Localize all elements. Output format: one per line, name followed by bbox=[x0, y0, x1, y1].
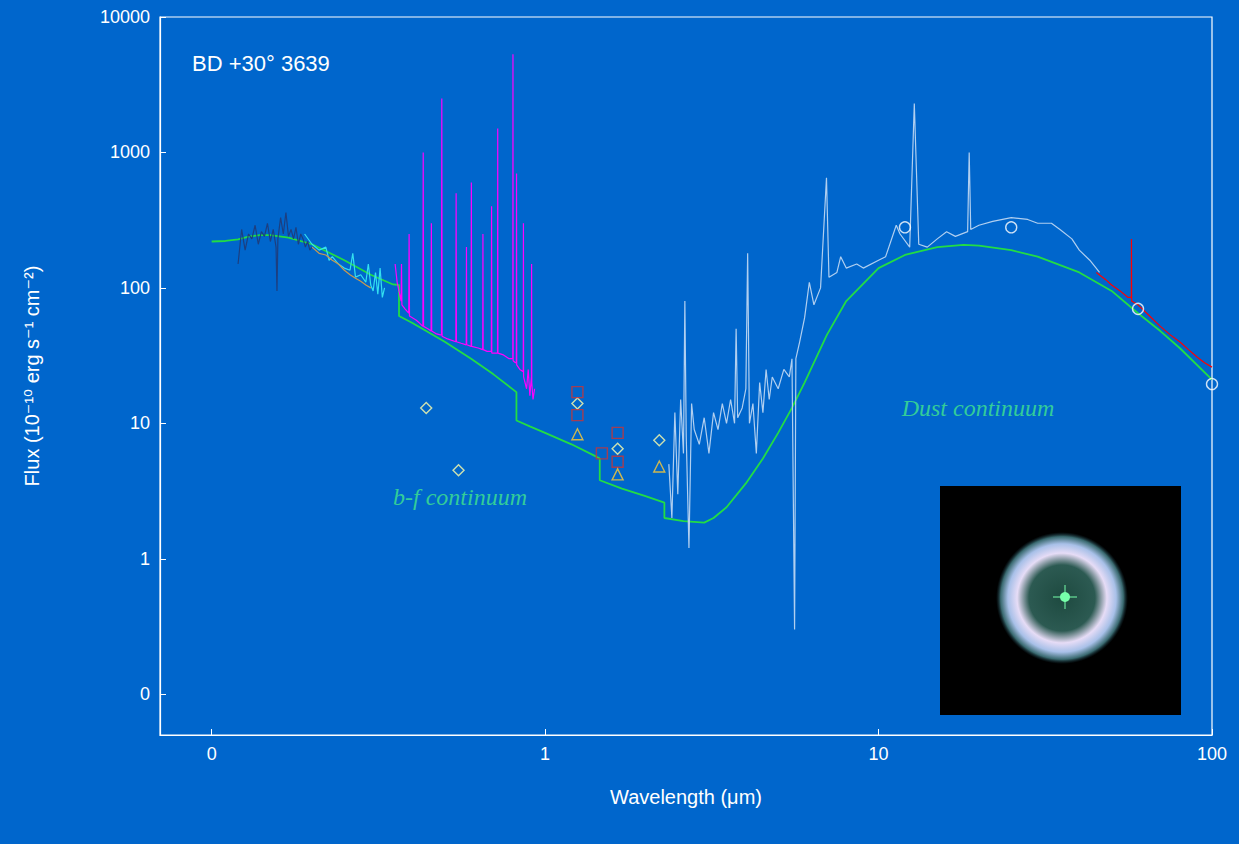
svg-text:Wavelength (μm): Wavelength (μm) bbox=[610, 786, 762, 808]
svg-text:0: 0 bbox=[207, 744, 217, 764]
svg-text:b-f continuum: b-f continuum bbox=[393, 484, 527, 510]
svg-text:0: 0 bbox=[140, 684, 150, 704]
svg-text:Dust continuum: Dust continuum bbox=[901, 395, 1055, 421]
svg-text:1: 1 bbox=[540, 744, 550, 764]
svg-text:1: 1 bbox=[140, 549, 150, 569]
svg-text:10: 10 bbox=[869, 744, 889, 764]
svg-text:BD +30° 3639: BD +30° 3639 bbox=[192, 51, 330, 76]
svg-text:10: 10 bbox=[130, 413, 150, 433]
svg-text:100: 100 bbox=[1197, 744, 1227, 764]
svg-text:100: 100 bbox=[120, 278, 150, 298]
svg-text:1000: 1000 bbox=[110, 142, 150, 162]
svg-text:Flux (10⁻¹⁰ erg s⁻¹ cm⁻²): Flux (10⁻¹⁰ erg s⁻¹ cm⁻²) bbox=[21, 266, 43, 487]
svg-text:10000: 10000 bbox=[100, 7, 150, 27]
